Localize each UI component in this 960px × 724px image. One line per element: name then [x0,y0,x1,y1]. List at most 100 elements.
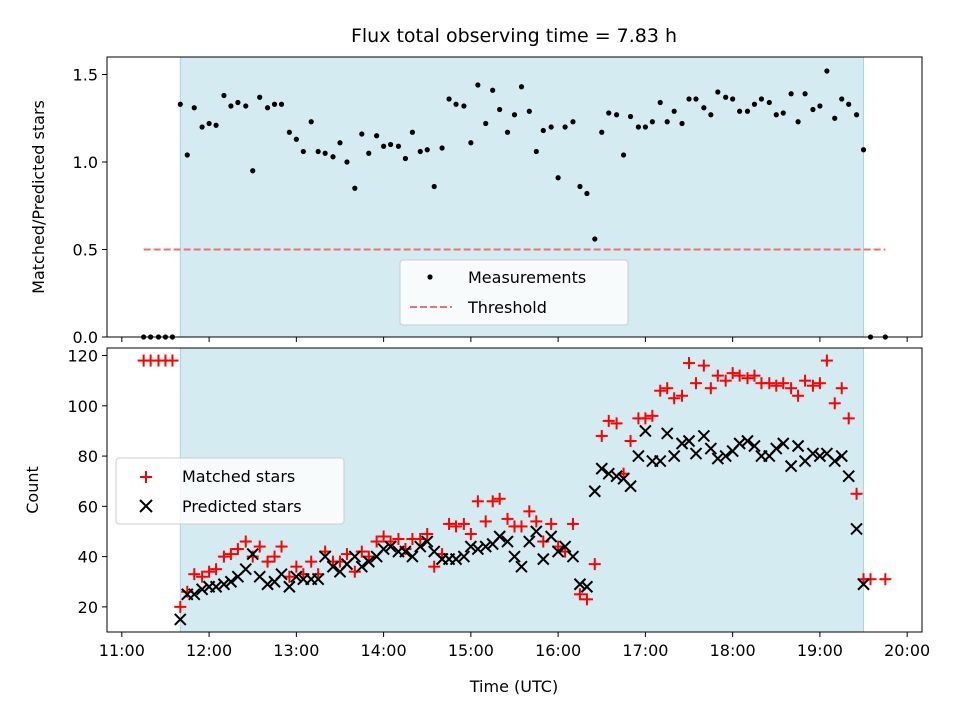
predicted-stars-point [733,437,746,450]
measurements-point [206,120,212,127]
matched-stars-point [392,533,405,546]
measurements-point [504,129,511,135]
measurements-point [446,96,452,102]
measurements-point [409,129,416,135]
measurements-point [802,91,808,97]
predicted-stars-point [326,560,340,573]
predicted-stars-point [414,540,427,553]
matched-stars-point [421,527,434,540]
predicted-stars-point [639,424,652,438]
measurements-point [730,96,736,102]
measurements-point [832,115,838,121]
measurements-point [693,96,699,102]
matched-stars-point [224,548,237,561]
predicted-stars-point [588,485,601,498]
matched-stars-point [654,384,667,397]
predicted-stars-point [610,469,623,483]
measurements-point [649,119,655,125]
predicted-stars-point [682,434,696,448]
predicted-stars-point [580,580,594,593]
measurements-point [359,131,365,137]
matched-stars-point [864,573,877,586]
predicted-legend-label: Predicted stars [182,497,302,516]
predicted-stars-point [290,570,303,583]
ratio-legend: Measurements Threshold [399,259,629,326]
measurements-point [853,112,860,118]
matched-stars-point [566,517,579,530]
matched-stars-point [428,560,441,573]
measurements-point [751,101,758,107]
predicted-stars-point [558,540,572,553]
matched-stars-point [726,367,739,380]
predicted-stars-point [421,535,434,548]
measurements-point [548,124,554,130]
measurements-point [278,101,285,107]
predicted-stars-point [348,550,362,563]
x-axis-label: Time (UTC) [469,677,558,696]
measurements-point [235,99,241,106]
count-y-tick-label: 120 [67,347,98,366]
measurements-point [810,106,816,113]
predicted-stars-point [689,447,703,460]
measurements-point [271,101,278,107]
measurements-point [439,145,445,151]
predicted-stars-point [675,437,689,450]
measurements-point [402,155,409,162]
predicted-stars-point [602,467,615,480]
matched-stars-point [835,382,848,395]
measurements-point [352,185,358,191]
predicted-stars-point [835,449,848,463]
matched-stars-point [275,540,288,553]
measurements-point [381,143,387,149]
measurements-point [199,124,205,130]
matched-stars-point [479,515,492,528]
matched-stars-point [493,492,506,505]
measurements-point [679,120,685,127]
matched-stars-point [588,558,601,571]
count-panel: 20 40 60 80 100 120 11:00 12:00 13:00 14:00 15:00… [23,347,930,696]
matched-stars-point [188,568,201,581]
predicted-stars-point [515,560,528,573]
count-y-tick-label: 60 [78,497,98,516]
matched-legend-label: Matched stars [182,467,295,486]
predicted-stars-point [523,535,536,548]
x-tick-label: 11:00 [99,641,145,660]
measurements-point [490,87,496,93]
measurements-point [562,124,568,130]
ratio-y-axis-label: Matched/Predicted stars [29,100,48,294]
matched-stars-point [785,382,798,395]
matched-stars-point [290,560,303,573]
predicted-stars-point [624,480,637,493]
measurements-point [708,112,714,118]
matched-stars-point [231,543,244,556]
predicted-stars-point [784,459,798,473]
predicted-stars-point [311,573,325,586]
predicted-stars-point [406,550,419,563]
matched-stars-point [624,434,637,447]
matched-stars-point [733,369,746,382]
matched-stars-point [203,565,216,578]
matched-stars-point [799,374,812,387]
measurements-point [213,122,219,128]
measurements-point [592,236,598,242]
measurements-point [308,119,314,125]
matched-stars-point [523,505,536,518]
matched-stars-point [457,517,470,530]
measurements-point [817,103,823,109]
measurements-point [184,152,190,158]
measurements-point [300,148,306,155]
measurements-point [723,94,729,100]
count-legend: Matched stars Predicted stars [115,457,345,525]
count-y-tick-label: 80 [78,447,98,466]
measurements-point [264,105,271,111]
measurements-point [846,101,852,107]
matched-stars-point [450,520,463,533]
measurements-point [744,108,751,114]
predicted-stars-point [479,540,492,553]
predicted-stars-point [704,442,718,455]
count-y-tick-label: 100 [67,397,98,416]
matched-stars-point [646,409,659,422]
predicted-stars-point [828,454,841,468]
matched-stars-point [348,565,361,578]
predicted-stars-point [224,575,238,588]
